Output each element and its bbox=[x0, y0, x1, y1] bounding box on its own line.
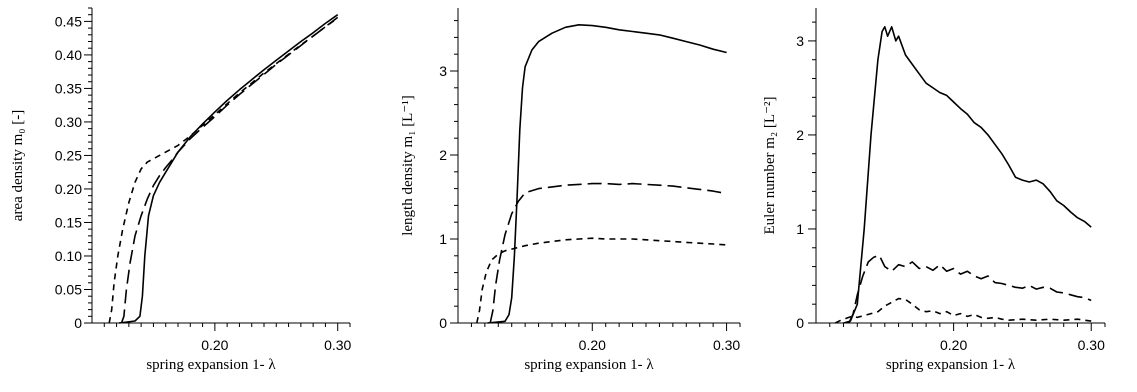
y-axis-label: length density m₁ [L⁻¹] bbox=[400, 95, 416, 236]
series-line-short-dashed bbox=[834, 297, 1092, 324]
y-tick-label: 2 bbox=[796, 127, 804, 143]
y-axis-label: area density m₀ [-] bbox=[10, 110, 26, 221]
y-tick-label: 0 bbox=[439, 315, 447, 331]
y-tick-label: 2 bbox=[439, 147, 447, 163]
chart-panel-1: 0 0.05 0.10 0.15 0.20 0.25 0.30 0.35 0.40 0.45 0.2… bbox=[10, 7, 352, 373]
series-line-dashed bbox=[120, 16, 339, 324]
y-tick-label: 0.10 bbox=[55, 248, 82, 264]
x-tick-label: 0.20 bbox=[579, 337, 606, 353]
y-tick-label: 0.15 bbox=[55, 214, 82, 230]
series-line-solid bbox=[487, 24, 727, 324]
x-axis-label: spring expansion 1- λ bbox=[146, 357, 276, 373]
x-tick-label: 0.30 bbox=[713, 337, 740, 353]
y-tick-label: 0 bbox=[74, 315, 82, 331]
chart-panel-2: 0 1 2 3 0.20 0.30 spring expansion 1- λ length … bbox=[400, 8, 741, 373]
series-line-short-dashed bbox=[108, 17, 339, 324]
series-line-dashed bbox=[848, 254, 1092, 324]
x-axis-label: spring expansion 1- λ bbox=[886, 357, 1016, 373]
x-axis-label: spring expansion 1- λ bbox=[524, 357, 654, 373]
y-tick-label: 1 bbox=[796, 221, 804, 237]
y-tick-label: 0.05 bbox=[55, 281, 82, 297]
y-tick-label: 0.35 bbox=[55, 80, 82, 96]
y-tick-label: 0.25 bbox=[55, 147, 82, 163]
series-line-solid bbox=[118, 14, 339, 324]
y-tick-label: 3 bbox=[439, 63, 447, 79]
y-tick-label: 0.30 bbox=[55, 114, 82, 130]
y-tick-label: 0.20 bbox=[55, 181, 82, 197]
x-tick-label: 0.30 bbox=[1078, 337, 1105, 353]
series-line-dashed bbox=[489, 182, 727, 324]
y-tick-label: 3 bbox=[796, 33, 804, 49]
y-tick-label: 0.45 bbox=[55, 13, 82, 29]
y-tick-label: 0.40 bbox=[55, 47, 82, 63]
series-line-solid bbox=[843, 26, 1092, 324]
x-tick-label: 0.20 bbox=[201, 337, 228, 353]
x-tick-label: 0.20 bbox=[940, 337, 967, 353]
chart-panel-3: 0 1 2 3 0.20 0.30 spring expansion 1- λ Euler n… bbox=[762, 8, 1106, 373]
y-tick-label: 1 bbox=[439, 231, 447, 247]
y-axis-label: Euler number m₂ [L⁻²] bbox=[762, 96, 778, 234]
y-tick-label: 0 bbox=[796, 315, 804, 331]
x-tick-label: 0.30 bbox=[324, 337, 351, 353]
